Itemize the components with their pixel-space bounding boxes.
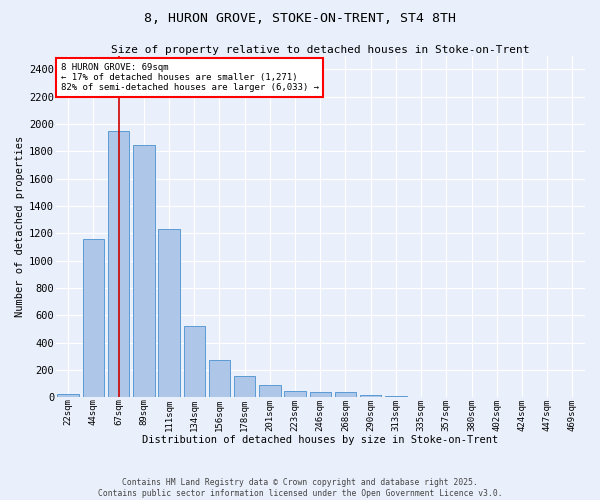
Bar bbox=[310, 392, 331, 397]
Bar bbox=[108, 131, 129, 397]
Y-axis label: Number of detached properties: Number of detached properties bbox=[15, 136, 25, 317]
Bar bbox=[184, 326, 205, 397]
Bar bbox=[133, 144, 155, 397]
Bar bbox=[234, 376, 256, 397]
Bar bbox=[335, 392, 356, 397]
Bar bbox=[410, 396, 432, 397]
Text: 8 HURON GROVE: 69sqm
← 17% of detached houses are smaller (1,271)
82% of semi-de: 8 HURON GROVE: 69sqm ← 17% of detached h… bbox=[61, 62, 319, 92]
Bar bbox=[209, 360, 230, 397]
Title: Size of property relative to detached houses in Stoke-on-Trent: Size of property relative to detached ho… bbox=[111, 45, 530, 55]
Bar bbox=[360, 395, 382, 397]
Bar bbox=[259, 385, 281, 397]
X-axis label: Distribution of detached houses by size in Stoke-on-Trent: Distribution of detached houses by size … bbox=[142, 435, 499, 445]
Bar bbox=[83, 239, 104, 397]
Bar bbox=[158, 229, 180, 397]
Bar bbox=[284, 391, 306, 397]
Bar bbox=[58, 394, 79, 397]
Bar bbox=[385, 396, 407, 397]
Text: 8, HURON GROVE, STOKE-ON-TRENT, ST4 8TH: 8, HURON GROVE, STOKE-ON-TRENT, ST4 8TH bbox=[144, 12, 456, 26]
Text: Contains HM Land Registry data © Crown copyright and database right 2025.
Contai: Contains HM Land Registry data © Crown c… bbox=[98, 478, 502, 498]
